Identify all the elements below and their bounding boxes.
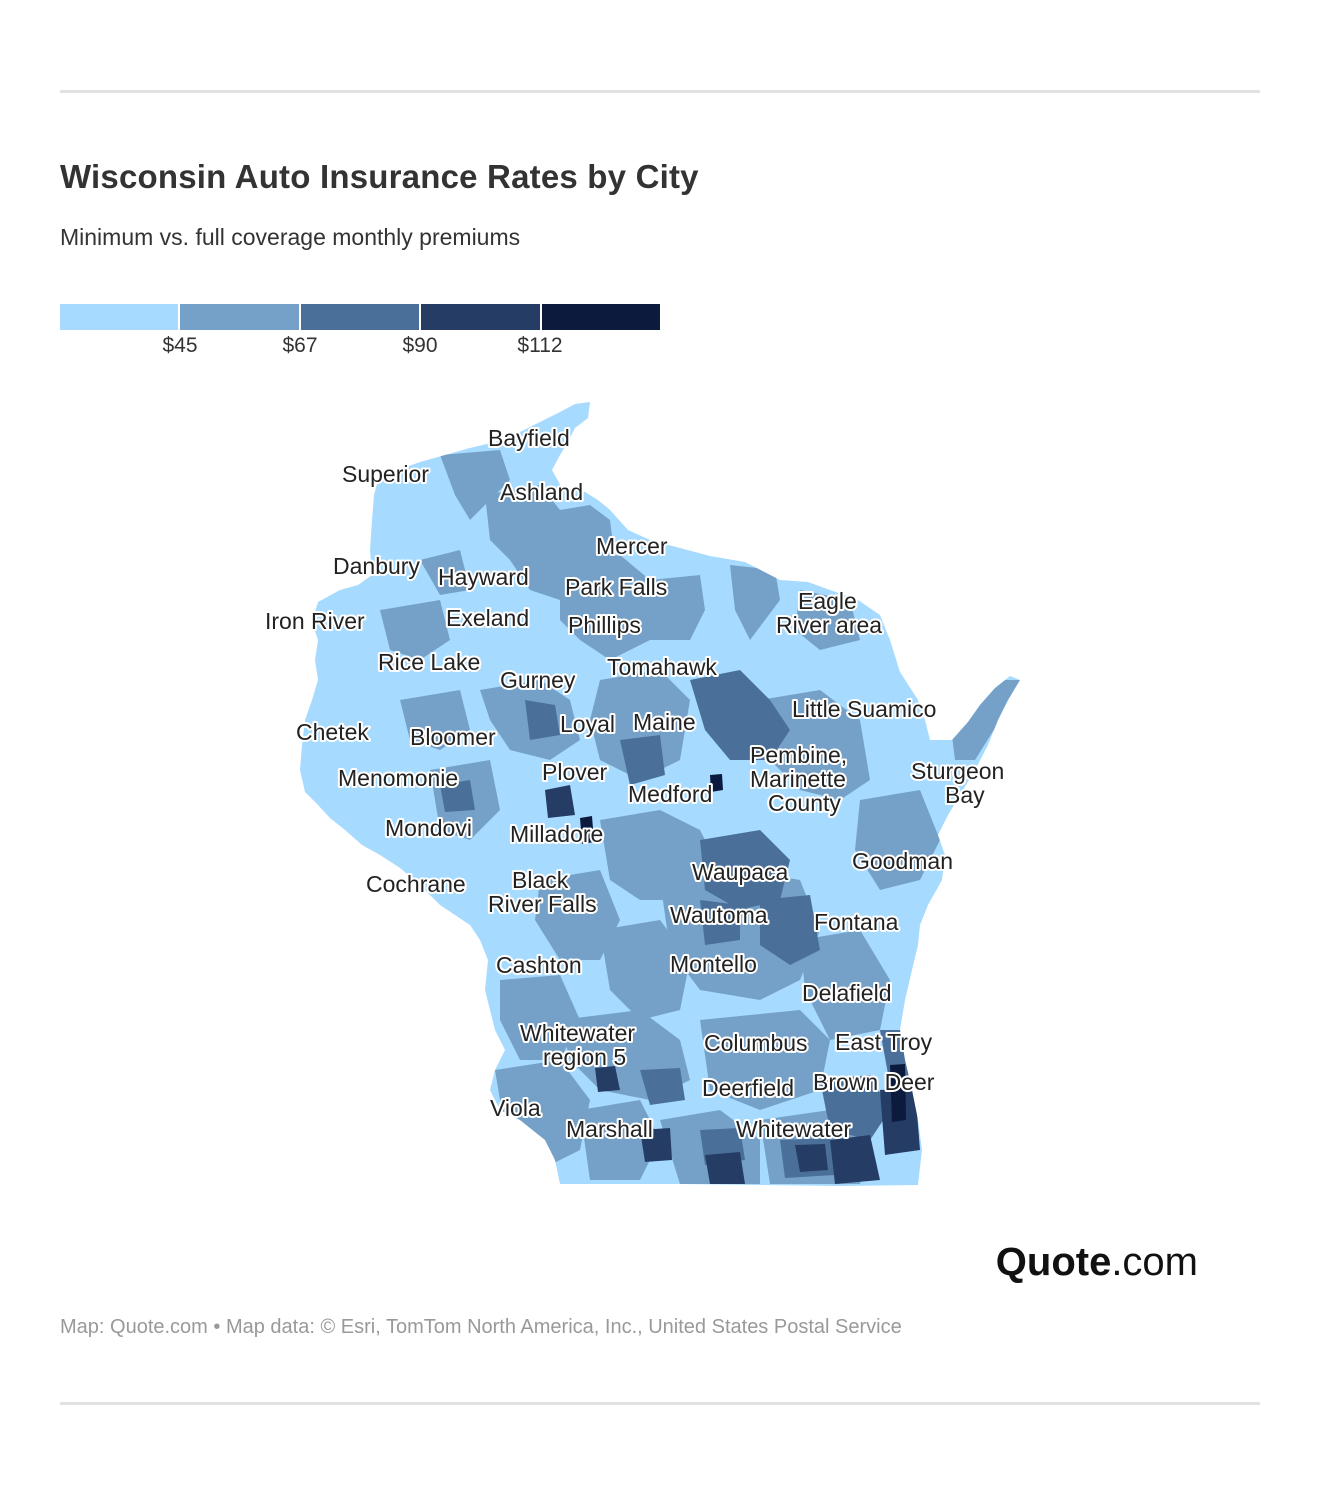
bottom-divider [60, 1402, 1260, 1405]
city-label-bloomer: Bloomer [410, 724, 496, 750]
city-label-rice-lake: Rice Lake [378, 649, 480, 675]
city-label-cochrane: Cochrane [366, 871, 466, 897]
legend-label-4: $112 [517, 334, 563, 357]
city-label-columbus: Columbus [704, 1030, 808, 1056]
city-label-goodman: Goodman [852, 848, 953, 874]
legend-swatch-3 [300, 304, 422, 330]
city-label-black-river-falls: Black River Falls [488, 867, 597, 917]
city-label-montello: Montello [670, 951, 757, 977]
city-label-eagle-river-area: Eagle River area [776, 588, 882, 638]
city-label-loyal: Loyal [560, 711, 615, 737]
legend-swatch-2 [180, 304, 301, 330]
legend-swatch-5 [541, 304, 661, 330]
brand-name-suffix: .com [1111, 1240, 1198, 1284]
city-label-hayward: Hayward [438, 564, 529, 590]
tier-5-regions [580, 774, 906, 1122]
city-label-bayfield: Bayfield [488, 425, 570, 451]
city-label-superior: Superior [342, 461, 429, 487]
wisconsin-map: Bayfield Superior Ashland Mercer Danbury Hayw… [0, 380, 1320, 1220]
city-label-tomahawk: Tomahawk [607, 654, 717, 680]
city-label-brown-deer: Brown Deer [813, 1069, 935, 1095]
city-label-gurney: Gurney [500, 667, 576, 693]
city-label-waupaca: Waupaca [692, 859, 789, 885]
city-label-wautoma: Wautoma [670, 902, 768, 928]
chart-subtitle: Minimum vs. full coverage monthly premiu… [60, 224, 521, 250]
city-label-ashland: Ashland [500, 479, 583, 505]
city-label-chetek: Chetek [296, 719, 369, 745]
chart-title: Wisconsin Auto Insurance Rates by City [60, 158, 699, 195]
city-label-east-troy: East Troy [835, 1029, 933, 1055]
city-label-pembine-marinette-county: Pembine, Marinette County [750, 742, 847, 816]
map-canvas: Bayfield Superior Ashland Mercer Danbury Hayw… [263, 402, 1020, 1186]
city-label-marshall: Marshall [566, 1116, 653, 1142]
legend-label-1: $45 [162, 334, 198, 357]
brand-name-bold: Quote [995, 1240, 1112, 1284]
city-labels: Bayfield Superior Ashland Mercer Danbury Hayw… [263, 423, 1006, 1144]
city-label-mondovi: Mondovi [385, 815, 472, 841]
legend-labels: $45 $67 $90 $112 [60, 334, 660, 364]
quote-com-logo: Quote.com [996, 1240, 1198, 1285]
city-label-exeland: Exeland [446, 605, 529, 631]
city-label-iron-river: Iron River [265, 608, 365, 634]
city-label-delafield: Delafield [802, 980, 892, 1006]
city-label-deerfield: Deerfield [702, 1075, 794, 1101]
city-label-viola: Viola [490, 1095, 541, 1121]
city-label-park-falls: Park Falls [565, 574, 667, 600]
tier-4-regions [545, 785, 920, 1184]
source-credit: Map: Quote.com • Map data: © Esri, TomTo… [60, 1316, 902, 1338]
city-label-fontana: Fontana [814, 909, 899, 935]
color-legend: $45 $67 $90 $112 [60, 304, 661, 374]
city-label-medford: Medford [628, 781, 712, 807]
city-label-milladore: Milladore [510, 821, 603, 847]
city-label-plover: Plover [542, 759, 608, 785]
city-label-whitewater: Whitewater [736, 1116, 851, 1142]
legend-swatch-4 [421, 304, 542, 330]
legend-swatch-1 [60, 304, 181, 330]
legend-label-3: $90 [402, 334, 438, 357]
city-label-danbury: Danbury [333, 553, 420, 579]
top-divider [60, 90, 1260, 93]
city-label-little-suamico: Little Suamico [792, 696, 936, 722]
city-label-whitewater-region-5: Whitewater region 5 [520, 1020, 635, 1070]
city-label-phillips: Phillips [568, 612, 641, 638]
tier-2-regions [380, 450, 1020, 1184]
legend-label-2: $67 [282, 334, 318, 357]
city-label-maine: Maine [633, 709, 696, 735]
legend-bar [60, 304, 661, 330]
city-label-cashton: Cashton [496, 952, 582, 978]
city-label-sturgeon-bay: Sturgeon Bay [911, 758, 1004, 808]
city-label-mercer: Mercer [596, 533, 668, 559]
city-label-menomonie: Menomonie [338, 765, 458, 791]
